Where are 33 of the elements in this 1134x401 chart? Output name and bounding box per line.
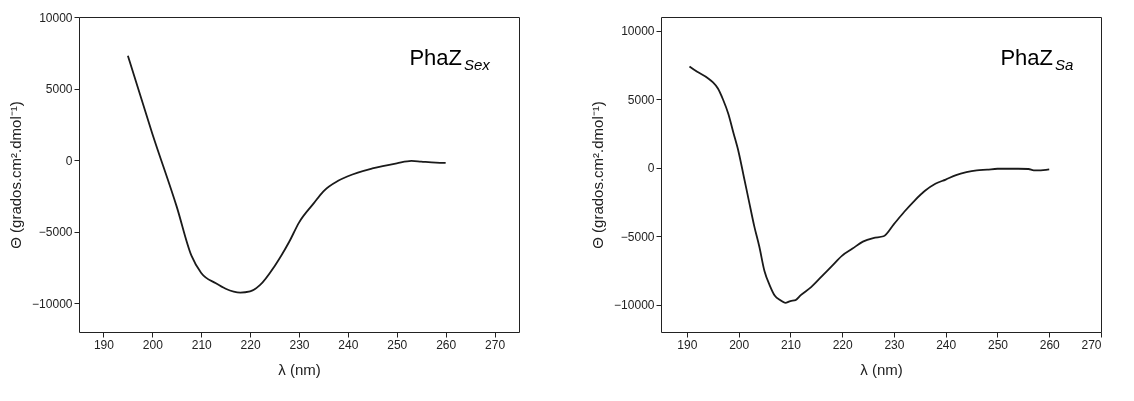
x-tick-label: 270 [485, 337, 506, 352]
x-tick-label: 210 [191, 337, 213, 352]
x-tick-label: 230 [289, 337, 310, 352]
y-tick-label: 5000 [45, 82, 73, 97]
y-tick-label: −10000 [32, 296, 73, 311]
x-tick-label: 220 [832, 337, 854, 352]
x-tick-label: 260 [436, 337, 457, 352]
x-tick-label: 210 [780, 337, 802, 352]
x-tick-label: 200 [729, 337, 750, 352]
y-tick-label: 10000 [39, 10, 73, 25]
x-tick-label: 190 [93, 337, 115, 352]
x-tick-label: 230 [884, 337, 905, 352]
y-tick-label: 5000 [627, 92, 655, 107]
x-tick-label: 190 [677, 337, 698, 352]
y-tick-label: −10000 [614, 298, 655, 313]
x-axis-title: λ (nm) [860, 360, 903, 378]
y-tick-label: 0 [65, 153, 73, 168]
x-tick-label: 220 [240, 337, 261, 352]
x-tick-label: 270 [1081, 337, 1102, 352]
y-tick-label: −5000 [620, 229, 655, 244]
x-tick-label: 200 [142, 337, 164, 352]
y-axis-title: Θ (grados.cm².dmol⁻¹) [7, 101, 25, 249]
line-series [688, 65, 1051, 304]
y-tick-label: 10000 [621, 24, 655, 39]
x-tick-label: 240 [338, 337, 359, 352]
y-tick-label: 0 [647, 161, 655, 176]
x-tick-label: 250 [987, 337, 1009, 352]
y-axis-title: Θ (grados.cm².dmol⁻¹) [589, 101, 607, 249]
y-tick-label: −5000 [38, 225, 73, 240]
x-axis-title: λ (nm) [278, 360, 321, 378]
x-tick-label: 250 [387, 337, 408, 352]
x-tick-label: 240 [936, 337, 957, 352]
x-tick-label: 260 [1039, 337, 1061, 352]
